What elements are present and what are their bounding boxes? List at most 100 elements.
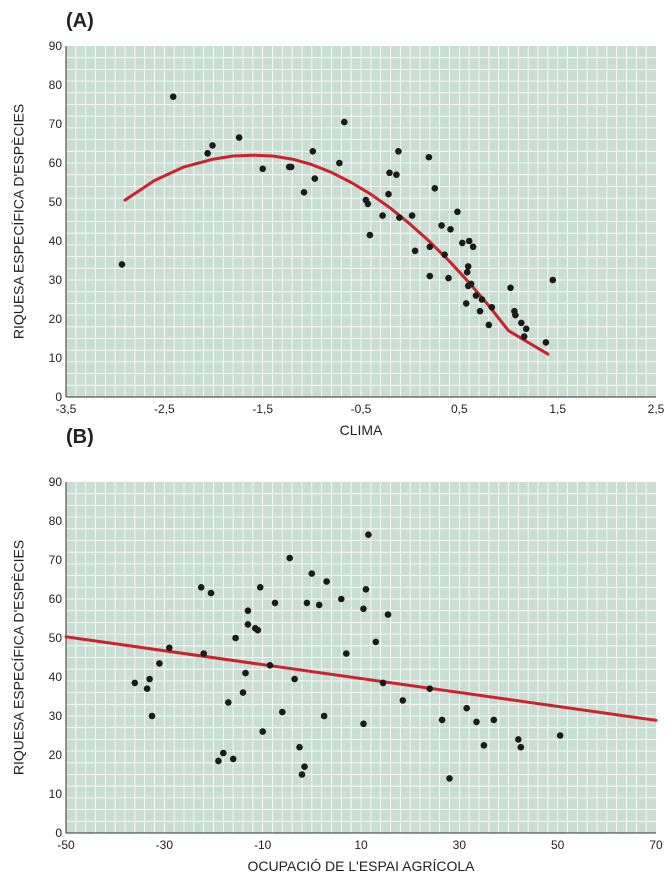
panel-b-y-tick-label: 10 <box>49 787 63 801</box>
panel-b-data-point <box>296 743 303 751</box>
panel-a-data-point <box>469 243 477 251</box>
panel-a-data-point <box>488 304 496 311</box>
panel-b-data-point <box>232 634 239 642</box>
panel-a-data-point <box>464 263 472 270</box>
panel-a-data-point <box>393 171 400 178</box>
panel-b-data-point <box>166 644 173 652</box>
panel-b-data-point <box>143 685 151 692</box>
panel-b-data-point <box>399 697 407 704</box>
panel-a-x-axis-title: CLIMA <box>340 422 383 438</box>
panel-b-y-tick-label: 30 <box>49 709 63 723</box>
panel-b-data-point <box>229 755 237 763</box>
panel-a-data-point <box>118 261 126 268</box>
panel-a-data-point <box>472 292 480 299</box>
panel-b-points <box>131 531 564 782</box>
panel-b-data-point <box>338 595 345 603</box>
panel-b-data-point <box>308 570 316 577</box>
panel-a-axes <box>65 46 656 398</box>
panel-a: (A) -3,5 -2,5 -1,5 -0,5 0,5 1,5 2,5 0 10 20 30 40 5… <box>11 10 665 438</box>
panel-a-x-tick-label: -1,5 <box>252 402 273 416</box>
panel-a-y-tick-label: 20 <box>49 312 63 326</box>
panel-a-y-tick-label: 0 <box>55 390 62 404</box>
panel-b-y-axis-title: RIQUESA ESPECÍFICA D'ESPÈCIES <box>11 540 27 775</box>
panel-b-y-tick-label: 0 <box>55 826 62 840</box>
panel-b-x-axis-title: OCUPACIÓ DE L'ESPAI AGRÍCOLA <box>248 858 476 874</box>
panel-b-data-point <box>323 578 330 585</box>
panel-a-y-tick-label: 80 <box>49 78 63 92</box>
panel-a-x-tick-label: -0,5 <box>351 402 372 416</box>
panel-b-data-point <box>556 732 564 739</box>
panel-a-y-tick-label: 50 <box>49 195 63 209</box>
panel-b-y-tick-label: 70 <box>49 553 63 567</box>
panel-a-y-tick-label: 90 <box>49 39 63 53</box>
panel-a-y-tick-label: 10 <box>49 351 63 365</box>
panel-a-data-point <box>518 319 525 327</box>
panel-a-data-point <box>311 175 319 182</box>
panel-a-y-tick-label: 60 <box>49 156 63 170</box>
panel-b-data-point <box>266 662 274 669</box>
panel-b-y-tick-label: 60 <box>49 592 63 606</box>
panel-a-data-point <box>441 251 448 258</box>
panel-b-grid <box>66 482 656 833</box>
panel-b-data-point <box>244 621 252 628</box>
panel-b-data-point <box>148 712 156 720</box>
panel-b-y-tick-label: 50 <box>49 631 63 645</box>
panel-a-data-point <box>425 153 433 161</box>
panel-a-data-point <box>259 165 267 173</box>
panel-b-label: (B) <box>66 426 94 448</box>
panel-b-data-point <box>320 712 328 720</box>
panel-b-x-tick-label: -30 <box>156 838 174 852</box>
panel-b-data-point <box>146 675 153 683</box>
panel-a-data-point <box>386 169 393 177</box>
panel-b-data-point <box>291 675 298 683</box>
panel-a-y-tick-label: 40 <box>49 234 63 248</box>
panel-a-x-tick-label: -2,5 <box>154 402 175 416</box>
panel-b-data-point <box>225 699 232 706</box>
panel-a-y-tick-label: 70 <box>49 117 63 131</box>
panel-b-data-point <box>156 660 163 667</box>
panel-b-data-point <box>286 554 294 562</box>
panel-a-data-point <box>235 134 243 141</box>
panel-b-data-point <box>343 650 350 657</box>
panel-a-data-point <box>512 311 519 319</box>
panel-b-data-point <box>365 531 372 538</box>
panel-a-grid <box>66 46 656 397</box>
panel-b-data-point <box>426 685 434 692</box>
panel-b-data-point <box>315 601 323 609</box>
panel-a-data-point <box>485 321 493 329</box>
panel-b-axes <box>65 482 656 834</box>
panel-a-data-point <box>364 200 372 208</box>
panel-a-data-point <box>341 118 348 126</box>
panel-b-data-point <box>207 589 215 597</box>
panel-b-data-point <box>254 626 262 634</box>
panel-a-data-point <box>467 280 475 288</box>
panel-a-label: (A) <box>66 10 94 32</box>
panel-b-data-point <box>515 736 522 743</box>
panel-b-x-tick-label: -50 <box>57 838 75 852</box>
panel-a-data-point <box>447 226 454 233</box>
panel-b-data-point <box>256 584 264 591</box>
panel-a-data-point <box>465 237 473 245</box>
panel-a-y-axis-title: RIQUESA ESPECÍFICA D'ESPÈCIES <box>11 104 27 339</box>
panel-a-data-point <box>209 142 216 149</box>
panel-b-x-tick-label: 10 <box>354 838 368 852</box>
panel-b-data-point <box>463 704 471 712</box>
panel-a-data-point <box>169 93 177 100</box>
panel-b-y-tick-label: 20 <box>49 748 63 762</box>
panel-a-data-point <box>463 268 471 276</box>
panel-b-data-point <box>215 757 222 765</box>
panel-b-x-tick-label: -10 <box>254 838 272 852</box>
panel-b-data-point <box>372 638 380 646</box>
panel-a-data-point <box>454 208 461 216</box>
panel-b-data-point <box>197 584 205 591</box>
panel-a-data-point <box>336 159 343 167</box>
panel-b-data-point <box>480 742 488 749</box>
panel-a-data-point <box>411 247 419 255</box>
panel-b-data-point <box>239 689 247 696</box>
panel-b-data-point <box>131 679 139 687</box>
panel-b-y-tick-label: 90 <box>49 475 63 489</box>
panel-b-y-tick-label: 80 <box>49 514 63 528</box>
panel-a-x-tick-label: 1,5 <box>549 402 566 416</box>
panel-b-data-point <box>446 775 453 782</box>
